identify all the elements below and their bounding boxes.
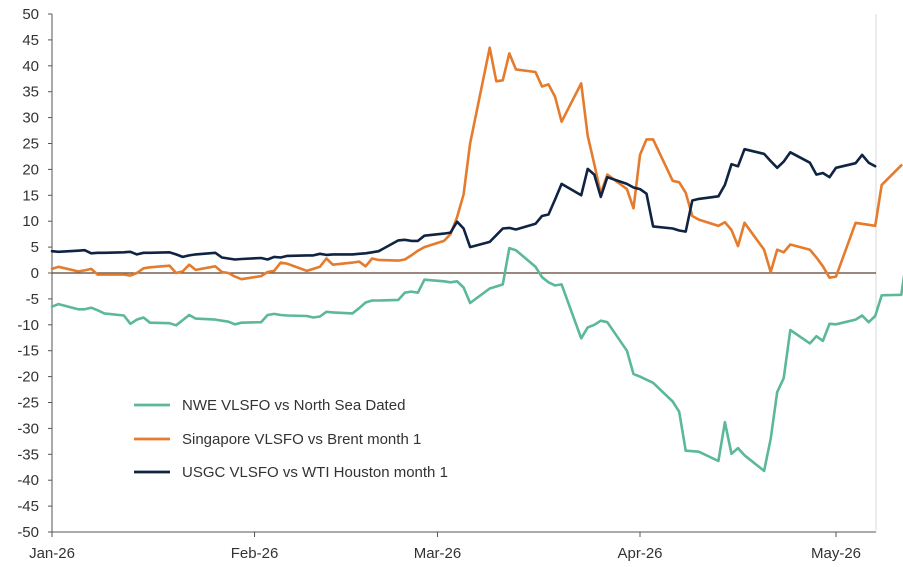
- y-tick-label: 25: [22, 136, 39, 153]
- y-tick-label: -10: [17, 317, 39, 334]
- axis-layer: 50454035302520151050-5-10-15-20-25-30-35…: [17, 6, 877, 562]
- y-tick-label: 10: [22, 213, 39, 230]
- legend: NWE VLSFO vs North Sea Dated Singapore VL…: [122, 384, 484, 492]
- x-tick-label: Mar-26: [414, 545, 462, 562]
- series-line-usgc-vlsfo-vs-wti-houston-month-1: [50, 147, 877, 261]
- y-tick-label: -5: [26, 291, 39, 308]
- y-tick-label: 30: [22, 110, 39, 127]
- y-tick-label: 45: [22, 32, 39, 49]
- y-tick-label: 5: [31, 239, 39, 256]
- y-tick-label: -35: [17, 446, 39, 463]
- y-tick-label: 15: [22, 187, 39, 204]
- legend-label: Singapore VLSFO vs Brent month 1: [182, 431, 421, 448]
- legend-box: [122, 384, 484, 492]
- y-tick-label: 20: [22, 161, 39, 178]
- x-tick-label: Feb-26: [231, 545, 279, 562]
- series-line-nwe-vlsfo-vs-north-sea-dated: [50, 246, 903, 473]
- y-tick-label: 40: [22, 58, 39, 75]
- y-tick-label: -30: [17, 420, 39, 437]
- x-tick-label: May-26: [811, 545, 861, 562]
- y-tick-label: 0: [31, 265, 39, 282]
- y-tick-label: -45: [17, 498, 39, 515]
- x-tick-label: Apr-26: [617, 545, 662, 562]
- y-tick-label: -40: [17, 472, 39, 489]
- y-tick-label: -25: [17, 395, 39, 412]
- legend-label: USGC VLSFO vs WTI Houston month 1: [182, 464, 448, 481]
- x-tick-label: Jan-26: [29, 545, 75, 562]
- y-tick-label: 50: [22, 6, 39, 23]
- y-tick-label: -15: [17, 343, 39, 360]
- y-tick-label: -50: [17, 524, 39, 541]
- legend-label: NWE VLSFO vs North Sea Dated: [182, 397, 405, 414]
- y-tick-label: -20: [17, 369, 39, 386]
- y-tick-label: 35: [22, 84, 39, 101]
- series-layer: [50, 46, 903, 473]
- series-line-singapore-vlsfo-vs-brent-month-1: [50, 46, 903, 281]
